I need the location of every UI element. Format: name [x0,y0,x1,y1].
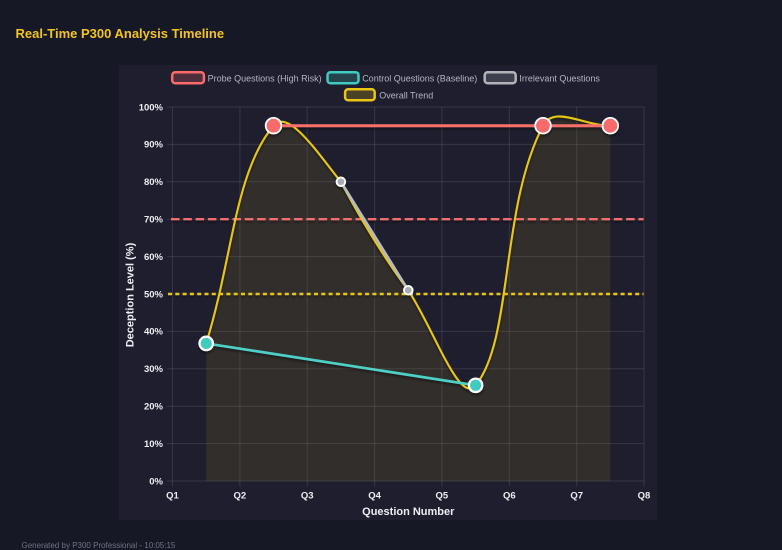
svg-text:Q8: Q8 [638,491,651,502]
svg-text:80%: 80% [144,177,164,188]
svg-text:100%: 100% [139,102,164,113]
svg-text:Q1: Q1 [166,491,179,502]
svg-text:Deception Level (%): Deception Level (%) [125,242,137,347]
svg-text:Q2: Q2 [234,491,247,502]
svg-text:60%: 60% [144,252,164,263]
svg-text:50%: 50% [144,289,164,300]
svg-text:90%: 90% [144,140,164,151]
svg-text:70%: 70% [144,215,164,226]
svg-text:Q4: Q4 [368,491,381,502]
svg-text:Q3: Q3 [301,491,314,502]
svg-text:Irrelevant Questions: Irrelevant Questions [519,74,600,84]
svg-text:30%: 30% [144,364,164,375]
svg-text:10%: 10% [144,439,164,450]
svg-text:Control Questions (Baseline): Control Questions (Baseline) [362,74,477,84]
svg-text:Probe Questions (High Risk): Probe Questions (High Risk) [208,74,322,84]
svg-text:Overall Trend: Overall Trend [379,91,433,101]
svg-text:Q7: Q7 [570,491,583,502]
svg-text:0%: 0% [149,476,163,487]
svg-text:Q6: Q6 [503,491,516,502]
svg-text:40%: 40% [144,327,164,338]
svg-text:Question Number: Question Number [362,506,455,518]
svg-text:20%: 20% [144,402,164,413]
svg-text:Q5: Q5 [436,491,449,502]
